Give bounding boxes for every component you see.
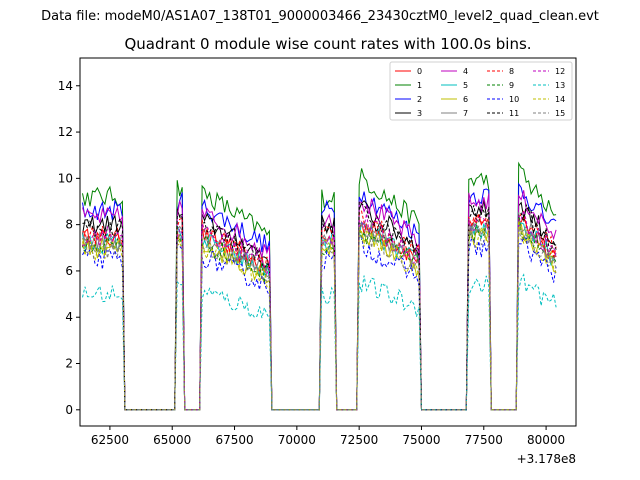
- legend-entry-6: 6: [441, 95, 468, 104]
- legend-label-9: 9: [509, 81, 514, 90]
- series-layer: [82, 161, 557, 411]
- y-tick-label-0: 0: [65, 403, 73, 417]
- series-line-3: [82, 200, 557, 411]
- legend-entry-9: 9: [487, 81, 514, 90]
- series-line-13: [82, 273, 557, 411]
- legend-label-6: 6: [463, 95, 468, 104]
- chart-suptitle: Data file: modeM0/AS1A07_138T01_90000034…: [41, 9, 599, 24]
- series-line-11: [82, 200, 557, 411]
- legend-label-13: 13: [555, 81, 565, 90]
- legend-entry-3: 3: [395, 109, 422, 118]
- legend-label-1: 1: [417, 81, 422, 90]
- y-tick-label-3: 6: [65, 264, 73, 278]
- chart-title: Quadrant 0 module wise count rates with …: [124, 35, 531, 53]
- legend-label-3: 3: [417, 109, 422, 118]
- legend-label-0: 0: [417, 67, 422, 76]
- series-line-8: [82, 210, 557, 411]
- x-tick-label-5: 75000: [402, 433, 440, 447]
- legend-entry-0: 0: [395, 67, 422, 76]
- y-tick-label-1: 2: [65, 357, 73, 371]
- y-axis: 0 2 4 6 8 10 12 14: [58, 79, 80, 417]
- y-tick-label-5: 10: [58, 171, 73, 185]
- y-tick-label-2: 4: [65, 310, 73, 324]
- x-tick-label-0: 62500: [91, 433, 129, 447]
- plot-frame: [79, 57, 577, 427]
- legend-entry-13: 13: [533, 81, 565, 90]
- x-tick-label-1: 65000: [153, 433, 191, 447]
- x-tick-label-7: 80000: [527, 433, 565, 447]
- y-tick-label-4: 8: [65, 218, 73, 232]
- x-tick-label-3: 70000: [278, 433, 316, 447]
- legend-entry-4: 4: [441, 67, 468, 76]
- legend-label-12: 12: [555, 67, 565, 76]
- legend-label-14: 14: [555, 95, 565, 104]
- legend-entry-14: 14: [533, 95, 565, 104]
- legend-label-8: 8: [509, 67, 514, 76]
- x-tick-label-4: 72500: [340, 433, 378, 447]
- legend-label-2: 2: [417, 95, 422, 104]
- legend-entry-7: 7: [441, 109, 468, 118]
- series-line-4: [82, 190, 557, 411]
- series-line-12: [82, 208, 557, 411]
- legend-label-11: 11: [509, 109, 519, 118]
- legend-box: [389, 61, 573, 121]
- x-tick-label-6: 77500: [465, 433, 503, 447]
- plot-area: 62500 65000 67500 70000 72500 75000 77500 80000…: [58, 57, 577, 466]
- series-line-10: [82, 235, 557, 411]
- y-tick-label-6: 12: [58, 125, 73, 139]
- legend-label-10: 10: [509, 95, 519, 104]
- series-line-1: [82, 161, 557, 411]
- legend-entry-5: 5: [441, 81, 468, 90]
- legend-entry-10: 10: [487, 95, 519, 104]
- legend-label-4: 4: [463, 67, 468, 76]
- x-axis: 62500 65000 67500 70000 72500 75000 77500 80000: [91, 426, 565, 447]
- legend-label-5: 5: [463, 81, 468, 90]
- series-line-15: [82, 224, 557, 411]
- legend-entry-15: 15: [533, 109, 565, 118]
- legend-entry-11: 11: [487, 109, 519, 118]
- legend-entry-1: 1: [395, 81, 422, 90]
- legend-label-15: 15: [555, 109, 565, 118]
- legend-entry-8: 8: [487, 67, 514, 76]
- legend-label-7: 7: [463, 109, 468, 118]
- x-tick-label-2: 67500: [215, 433, 253, 447]
- x-offset-label: +3.178e8: [517, 452, 576, 466]
- legend-entry-12: 12: [533, 67, 565, 76]
- y-tick-label-7: 14: [58, 79, 73, 93]
- legend-entry-2: 2: [395, 95, 422, 104]
